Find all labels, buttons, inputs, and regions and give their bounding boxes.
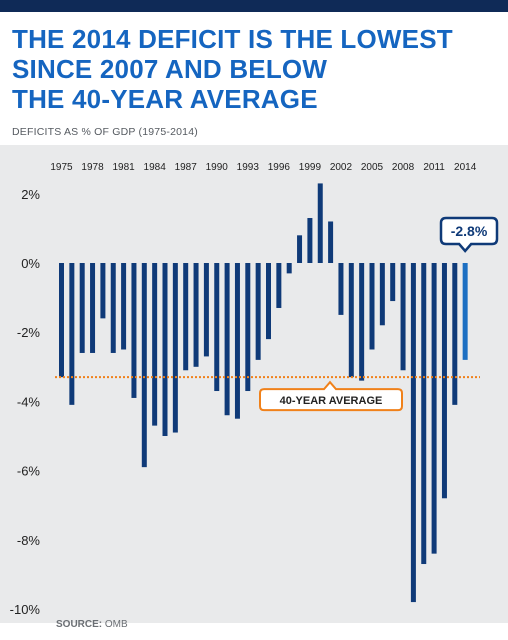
source-value: OMB bbox=[104, 619, 128, 630]
bar bbox=[286, 263, 292, 274]
bar bbox=[441, 263, 447, 499]
y-tick-label: 2% bbox=[21, 187, 40, 202]
bar bbox=[255, 263, 261, 360]
bar bbox=[69, 263, 75, 405]
bar bbox=[162, 263, 168, 436]
x-tick-label: 1978 bbox=[81, 162, 104, 173]
bar bbox=[348, 263, 354, 378]
bar bbox=[338, 263, 344, 315]
bar bbox=[452, 263, 458, 405]
x-tick-label: 1993 bbox=[237, 162, 260, 173]
bar bbox=[193, 263, 199, 367]
top-banner bbox=[0, 0, 508, 12]
y-tick-label: 0% bbox=[21, 256, 40, 271]
bar bbox=[410, 263, 416, 603]
x-tick-label: 2002 bbox=[330, 162, 353, 173]
bar bbox=[369, 263, 375, 350]
source-label: SOURCE: bbox=[56, 619, 103, 630]
x-tick-label: 2011 bbox=[423, 162, 445, 173]
bar bbox=[214, 263, 220, 392]
bar bbox=[431, 263, 437, 554]
bar bbox=[172, 263, 178, 433]
x-tick-label: 1987 bbox=[175, 162, 198, 173]
bar bbox=[328, 221, 334, 263]
highlight-value-label: -2.8% bbox=[451, 223, 488, 239]
x-tick-label: 1975 bbox=[50, 162, 73, 173]
bar bbox=[359, 263, 365, 381]
bar bbox=[131, 263, 137, 398]
bar bbox=[121, 263, 127, 350]
x-tick-label: 1984 bbox=[144, 162, 167, 173]
bar bbox=[59, 263, 64, 378]
bar bbox=[100, 263, 106, 319]
chart-subtitle: DEFICITS AS % OF GDP (1975-2014) bbox=[12, 126, 198, 138]
bar bbox=[203, 263, 209, 357]
bar bbox=[390, 263, 396, 302]
chart-title: THE 2014 DEFICIT IS THE LOWEST SINCE 200… bbox=[12, 24, 492, 114]
average-label: 40-YEAR AVERAGE bbox=[280, 395, 383, 407]
average-label-box bbox=[259, 380, 403, 412]
bar bbox=[234, 263, 240, 419]
x-tick-label: 2008 bbox=[392, 162, 415, 173]
bar bbox=[462, 263, 468, 360]
y-tick-label: -8% bbox=[17, 533, 41, 548]
y-tick-label: -6% bbox=[17, 464, 41, 479]
bar bbox=[79, 263, 85, 353]
source-note: SOURCE: OMB bbox=[56, 619, 128, 630]
bar bbox=[276, 263, 282, 308]
bar bbox=[110, 263, 116, 353]
x-tick-label: 1999 bbox=[299, 162, 322, 173]
x-tick-label: 1996 bbox=[268, 162, 291, 173]
bar bbox=[90, 263, 96, 353]
bar bbox=[245, 263, 251, 392]
x-tick-label: 2005 bbox=[361, 162, 384, 173]
x-tick-label: 1990 bbox=[206, 162, 229, 173]
bar bbox=[224, 263, 230, 416]
bar bbox=[379, 263, 385, 326]
bar bbox=[317, 183, 323, 263]
bar bbox=[152, 263, 158, 426]
highlight-callout-box bbox=[439, 216, 499, 253]
bar bbox=[307, 218, 313, 263]
y-tick-label: -10% bbox=[10, 602, 41, 617]
y-tick-label: -4% bbox=[17, 394, 41, 409]
bar bbox=[141, 263, 147, 468]
bar bbox=[421, 263, 427, 565]
x-tick-label: 2014 bbox=[454, 162, 477, 173]
title-line-1: THE 2014 DEFICIT IS THE LOWEST bbox=[12, 24, 453, 54]
bar bbox=[297, 235, 303, 263]
bar bbox=[266, 263, 271, 340]
title-line-3: THE 40-YEAR AVERAGE bbox=[12, 84, 318, 114]
bar bbox=[400, 263, 406, 371]
deficit-bar-chart: 1975 1978 1981 1984 1987 1990 1993 1996 1999 2002… bbox=[10, 162, 499, 617]
x-tick-label: 1981 bbox=[112, 162, 135, 173]
y-tick-label: -2% bbox=[17, 325, 41, 340]
title-line-2: SINCE 2007 AND BELOW bbox=[12, 54, 328, 84]
bar bbox=[183, 263, 189, 371]
